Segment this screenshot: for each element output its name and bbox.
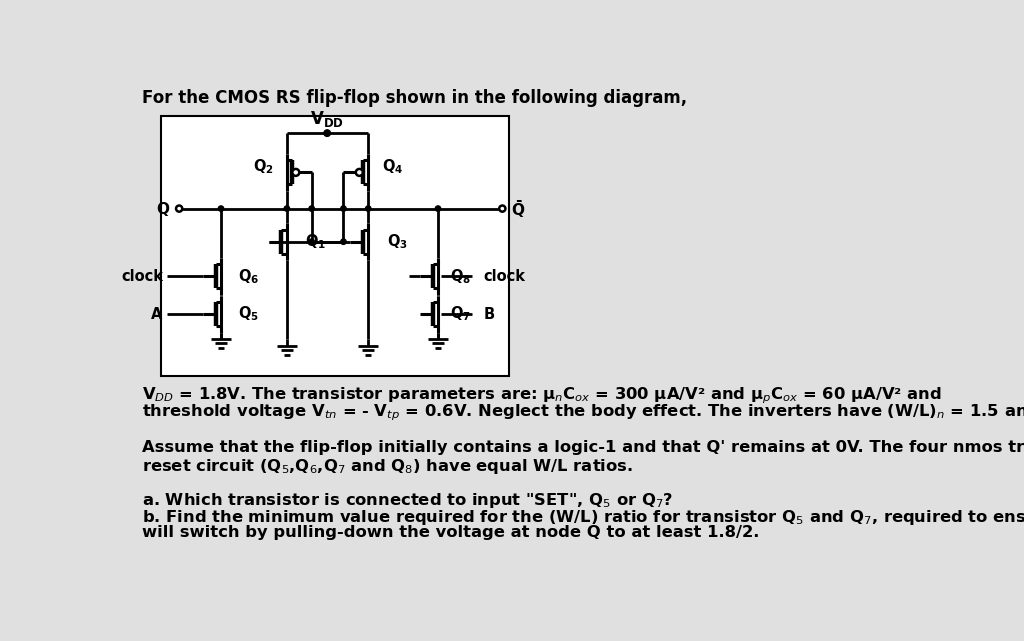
Circle shape <box>356 169 362 176</box>
Circle shape <box>341 206 346 212</box>
Text: will switch by pulling-down the voltage at node Q to at least 1.8/2.: will switch by pulling-down the voltage … <box>142 524 760 540</box>
Text: $\mathbf{Q_2}$: $\mathbf{Q_2}$ <box>253 157 274 176</box>
Text: b. Find the minimum value required for the (W/L) ratio for transistor Q$_5$ and : b. Find the minimum value required for t… <box>142 508 1024 527</box>
Text: $\mathbf{Q_8}$: $\mathbf{Q_8}$ <box>451 267 471 286</box>
Text: $\mathbf{V_{DD}}$: $\mathbf{V_{DD}}$ <box>310 108 344 128</box>
Text: $\mathbf{Q}$: $\mathbf{Q}$ <box>157 199 171 217</box>
Circle shape <box>309 239 314 244</box>
Circle shape <box>176 206 182 212</box>
Text: a. Which transistor is connected to input "SET", Q$_5$ or Q$_7$?: a. Which transistor is connected to inpu… <box>142 491 673 510</box>
Text: $\mathbf{Q_6}$: $\mathbf{Q_6}$ <box>238 267 259 286</box>
Circle shape <box>325 130 330 136</box>
Text: $\mathbf{Q_1}$: $\mathbf{Q_1}$ <box>305 232 327 251</box>
Text: $\mathbf{Q_5}$: $\mathbf{Q_5}$ <box>238 304 259 324</box>
Text: $\mathbf{Q_3}$: $\mathbf{Q_3}$ <box>387 232 408 251</box>
Text: clock: clock <box>483 269 525 284</box>
Circle shape <box>500 206 506 212</box>
Text: For the CMOS RS flip-flop shown in the following diagram,: For the CMOS RS flip-flop shown in the f… <box>142 89 687 107</box>
Bar <box>161 116 509 376</box>
Circle shape <box>218 206 223 212</box>
Text: $\mathbf{A}$: $\mathbf{A}$ <box>151 306 164 322</box>
Circle shape <box>292 169 299 176</box>
Text: $\mathbf{Q_4}$: $\mathbf{Q_4}$ <box>382 157 403 176</box>
Text: $\mathbf{B}$: $\mathbf{B}$ <box>483 306 495 322</box>
Text: threshold voltage V$_{tn}$ = - V$_{tp}$ = 0.6V. Neglect the body effect. The inv: threshold voltage V$_{tn}$ = - V$_{tp}$ … <box>142 403 1024 423</box>
Text: Assume that the flip-flop initially contains a logic-1 and that Q' remains at 0V: Assume that the flip-flop initially cont… <box>142 440 1024 455</box>
Circle shape <box>309 206 314 212</box>
Circle shape <box>325 130 330 136</box>
Circle shape <box>285 206 290 212</box>
Text: reset circuit (Q$_5$,Q$_6$,Q$_7$ and Q$_8$) have equal W/L ratios.: reset circuit (Q$_5$,Q$_6$,Q$_7$ and Q$_… <box>142 457 633 476</box>
Text: clock: clock <box>122 269 164 284</box>
Circle shape <box>341 239 346 244</box>
Text: $\mathbf{Q_7}$: $\mathbf{Q_7}$ <box>451 304 471 324</box>
Circle shape <box>366 206 371 212</box>
Circle shape <box>435 206 440 212</box>
Text: $\mathbf{\bar{Q}}$: $\mathbf{\bar{Q}}$ <box>511 197 525 220</box>
Text: V$_{DD}$ = 1.8V. The transistor parameters are: μ$_n$C$_{ox}$ = 300 μA/V² and μ$: V$_{DD}$ = 1.8V. The transistor paramete… <box>142 386 942 406</box>
